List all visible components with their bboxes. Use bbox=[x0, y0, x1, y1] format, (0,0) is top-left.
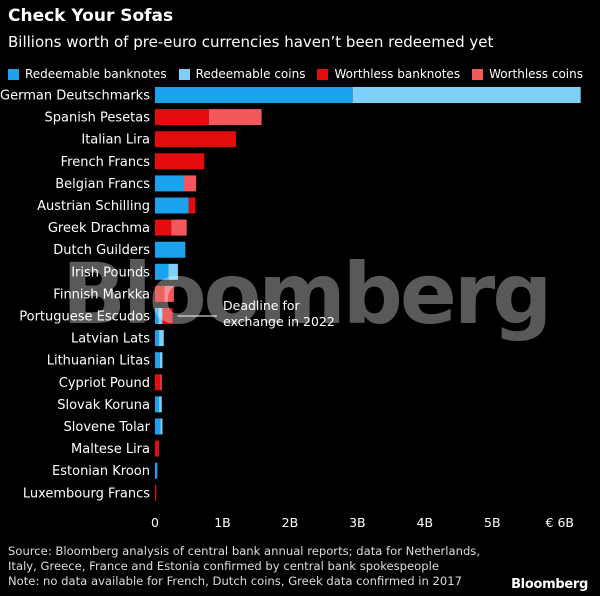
category-label-french-francs: French Francs bbox=[61, 155, 151, 170]
legend: Redeemable banknotes Redeemable coins Wo… bbox=[8, 67, 583, 81]
bar-slovak-koruna-redeemable-banknotes bbox=[155, 396, 160, 413]
x-tick-label-1b: 1B bbox=[214, 515, 231, 530]
bar-latvian-lats-redeemable-banknotes bbox=[155, 330, 160, 347]
legend-swatch-redeemable-banknotes bbox=[8, 68, 19, 80]
brand-logo: Bloomberg bbox=[511, 577, 588, 592]
x-tick-label--6b: € 6B bbox=[546, 515, 574, 530]
footer-source-line-2: Italy, Greece, France and Estonia confir… bbox=[8, 559, 439, 573]
x-tick-label-5b: 5B bbox=[484, 515, 501, 530]
bar-finnish-markka-worthless-coins bbox=[164, 285, 174, 302]
bar-lithuanian-litas-redeemable-banknotes bbox=[155, 352, 160, 369]
x-tick-label-2b: 2B bbox=[282, 515, 299, 530]
category-label-spanish-pesetas: Spanish Pesetas bbox=[45, 111, 151, 126]
legend-swatch-worthless-banknotes bbox=[317, 68, 329, 80]
bar-slovene-tolar-redeemable-banknotes bbox=[155, 418, 161, 435]
bar-portuguese-escudos-redeemable-coins bbox=[158, 308, 163, 324]
category-label-cypriot-pound: Cypriot Pound bbox=[59, 376, 150, 391]
legend-label-worthless-banknotes: Worthless banknotes bbox=[334, 67, 461, 81]
bar-cypriot-pound-worthless-coins bbox=[160, 374, 162, 391]
bar-estonian-kroon-redeemable-banknotes bbox=[155, 462, 158, 479]
category-label-dutch-guilders: Dutch Guilders bbox=[53, 243, 150, 258]
x-tick-label-0: 0 bbox=[151, 515, 159, 530]
bar-luxembourg-francs-worthless-banknotes bbox=[155, 484, 157, 501]
category-label-finnish-markka: Finnish Markka bbox=[53, 287, 150, 302]
chart-title: Check Your Sofas bbox=[8, 6, 174, 26]
bar-belgian-francs-redeemable-banknotes bbox=[155, 175, 185, 192]
annotation-text-line-1: Deadline for bbox=[223, 298, 300, 313]
bar-spanish-pesetas-worthless-coins bbox=[208, 109, 262, 126]
bar-latvian-lats-redeemable-coins bbox=[159, 330, 164, 347]
chart-subtitle: Billions worth of pre-euro currencies ha… bbox=[8, 33, 494, 51]
legend-swatch-redeemable-coins bbox=[178, 68, 190, 80]
bar-irish-pounds-redeemable-banknotes bbox=[155, 263, 169, 280]
legend-item-worthless-coins: Worthless coins bbox=[472, 67, 583, 81]
category-label-latvian-lats: Latvian Lats bbox=[71, 332, 150, 347]
legend-item-worthless-banknotes: Worthless banknotes bbox=[317, 67, 460, 81]
category-label-greek-drachma: Greek Drachma bbox=[48, 221, 150, 236]
bar-belgian-francs-worthless-coins bbox=[184, 175, 197, 192]
legend-item-redeemable-coins: Redeemable coins bbox=[178, 67, 306, 81]
annotation-text-line-2: exchange in 2022 bbox=[223, 314, 335, 329]
footer-source-line-1: Source: Bloomberg analysis of central ba… bbox=[8, 544, 481, 558]
bar-portuguese-escudos-worthless-banknotes bbox=[162, 308, 173, 324]
category-label-irish-pounds: Irish Pounds bbox=[71, 265, 150, 280]
bar-spanish-pesetas-worthless-banknotes bbox=[155, 109, 209, 126]
bar-german-deutschmarks-redeemable-coins bbox=[352, 87, 581, 103]
x-tick-label-3b: 3B bbox=[349, 515, 366, 530]
category-label-slovene-tolar: Slovene Tolar bbox=[64, 420, 151, 435]
bar-chart: German Deutschmarks Spanish Pesetas Italia… bbox=[0, 87, 581, 530]
category-label-luxembourg-francs: Luxembourg Francs bbox=[23, 486, 150, 501]
bar-austrian-schilling-redeemable-banknotes bbox=[155, 197, 189, 214]
bar-slovak-koruna-redeemable-coins bbox=[159, 396, 162, 413]
category-label-maltese-lira: Maltese Lira bbox=[71, 442, 150, 457]
category-label-belgian-francs: Belgian Francs bbox=[55, 177, 150, 192]
category-label-german-deutschmarks: German Deutschmarks bbox=[0, 89, 150, 104]
bar-slovene-tolar-redeemable-coins bbox=[160, 418, 163, 435]
bar-finnish-markka-worthless-banknotes bbox=[155, 285, 165, 302]
bar-austrian-schilling-worthless-banknotes bbox=[188, 197, 196, 214]
legend-label-worthless-coins: Worthless coins bbox=[489, 67, 583, 81]
legend-label-redeemable-banknotes: Redeemable banknotes bbox=[25, 67, 167, 81]
legend-item-redeemable-banknotes: Redeemable banknotes bbox=[8, 67, 167, 81]
category-label-lithuanian-litas: Lithuanian Litas bbox=[47, 354, 151, 369]
bar-french-francs-worthless-banknotes bbox=[155, 153, 205, 170]
bar-german-deutschmarks-redeemable-banknotes bbox=[155, 87, 353, 103]
footer-note-line: Note: no data available for French, Dutc… bbox=[8, 574, 463, 588]
bar-lithuanian-litas-redeemable-coins bbox=[159, 352, 163, 369]
bar-italian-lira-worthless-banknotes bbox=[155, 131, 236, 148]
category-label-slovak-koruna: Slovak Koruna bbox=[57, 398, 150, 413]
legend-swatch-worthless-coins bbox=[472, 68, 484, 80]
category-label-estonian-kroon: Estonian Kroon bbox=[52, 464, 150, 479]
bar-portuguese-escudos-redeemable-banknotes bbox=[155, 308, 159, 324]
bar-irish-pounds-redeemable-coins bbox=[168, 263, 178, 280]
bar-greek-drachma-worthless-banknotes bbox=[155, 219, 172, 236]
category-label-italian-lira: Italian Lira bbox=[81, 133, 150, 148]
bar-greek-drachma-worthless-coins bbox=[171, 219, 187, 236]
legend-label-redeemable-coins: Redeemable coins bbox=[195, 67, 306, 81]
footer-notes: Source: Bloomberg analysis of central ba… bbox=[8, 544, 508, 589]
bar-maltese-lira-worthless-banknotes bbox=[155, 440, 160, 457]
category-label-austrian-schilling: Austrian Schilling bbox=[37, 199, 150, 214]
category-label-portuguese-escudos: Portuguese Escudos bbox=[19, 310, 150, 325]
x-tick-label-4b: 4B bbox=[417, 515, 434, 530]
bar-dutch-guilders-redeemable-banknotes bbox=[155, 241, 186, 258]
bar-cypriot-pound-worthless-banknotes bbox=[155, 374, 161, 391]
